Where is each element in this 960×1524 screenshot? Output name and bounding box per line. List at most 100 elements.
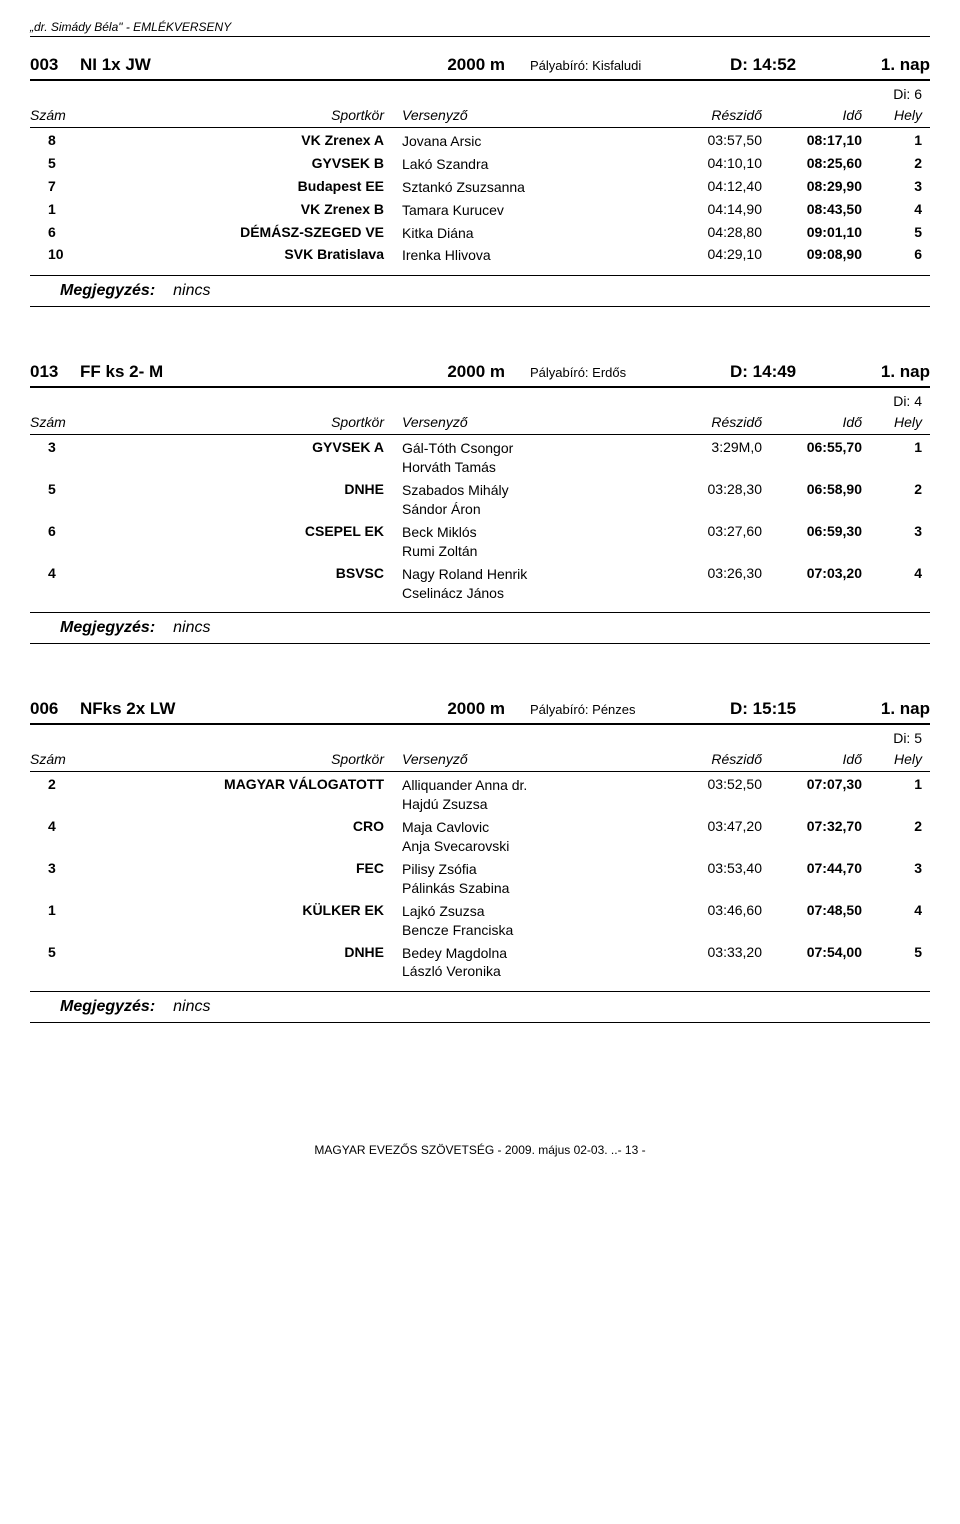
col-club: Sportkör [80, 414, 402, 430]
lane-number: 10 [30, 246, 80, 262]
place: 6 [862, 246, 930, 262]
place: 4 [862, 201, 930, 217]
event-number: 003 [30, 55, 80, 75]
athlete-name: Pilisy Zsófia [402, 860, 662, 879]
lane-number: 1 [30, 902, 80, 918]
lane-number: 7 [30, 178, 80, 194]
place: 1 [862, 439, 930, 455]
event-referee: Pályabíró: Erdős [530, 365, 730, 380]
final-time: 07:07,30 [762, 776, 862, 792]
result-row: 1VK Zrenex BTamara Kurucev04:14,9008:43,… [30, 197, 930, 220]
athlete-name: Hajdú Zsuzsa [402, 795, 662, 814]
event-day: 1. nap [850, 362, 930, 382]
split-time: 03:53,40 [662, 860, 762, 876]
athlete-name: Lakó Szandra [402, 155, 662, 174]
athlete-names: Gál-Tóth CsongorHorváth Tamás [402, 439, 662, 477]
club-name: GYVSEK A [80, 439, 402, 455]
athlete-name: Kitka Diána [402, 224, 662, 243]
athlete-names: Irenka Hlivova [402, 246, 662, 265]
place: 4 [862, 565, 930, 581]
event-start: D: 14:52 [730, 55, 850, 75]
result-row: 4CROMaja CavlovicAnja Svecarovski03:47,2… [30, 814, 930, 856]
col-name: Versenyző [402, 414, 662, 430]
final-time: 07:03,20 [762, 565, 862, 581]
athlete-name: Cselinácz János [402, 584, 662, 603]
result-row: 6DÉMÁSZ-SZEGED VEKitka Diána04:28,8009:0… [30, 220, 930, 243]
page-header: „dr. Simády Béla" - EMLÉKVERSENY [30, 20, 930, 37]
event-distance: 2000 m [375, 362, 530, 382]
result-row: 5DNHESzabados MihálySándor Áron03:28,300… [30, 477, 930, 519]
column-headers: SzámSportkörVersenyzőRészidőIdőHely [30, 105, 930, 128]
col-place: Hely [862, 107, 930, 123]
place: 1 [862, 132, 930, 148]
lane-number: 2 [30, 776, 80, 792]
athlete-names: Lakó Szandra [402, 155, 662, 174]
result-row: 2MAGYAR VÁLOGATOTTAlliquander Anna dr.Ha… [30, 772, 930, 814]
note-row: Megjegyzés:nincs [30, 612, 930, 644]
athlete-names: Kitka Diána [402, 224, 662, 243]
split-time: 04:12,40 [662, 178, 762, 194]
event-day: 1. nap [850, 699, 930, 719]
event-header: 003NI 1x JW2000 mPályabíró: KisfaludiD: … [30, 55, 930, 81]
club-name: GYVSEK B [80, 155, 402, 171]
lane-number: 6 [30, 224, 80, 240]
athlete-names: Lajkó ZsuzsaBencze Franciska [402, 902, 662, 940]
final-time: 08:43,50 [762, 201, 862, 217]
result-row: 1KÜLKER EKLajkó ZsuzsaBencze Franciska03… [30, 898, 930, 940]
event-distance: 2000 m [375, 699, 530, 719]
col-time: Idő [762, 751, 862, 767]
event-day: 1. nap [850, 55, 930, 75]
event-referee: Pályabíró: Kisfaludi [530, 58, 730, 73]
place: 5 [862, 224, 930, 240]
place: 4 [862, 902, 930, 918]
event-number: 006 [30, 699, 80, 719]
athlete-names: Bedey MagdolnaLászló Veronika [402, 944, 662, 982]
lane-number: 3 [30, 860, 80, 876]
column-headers: SzámSportkörVersenyzőRészidőIdőHely [30, 412, 930, 435]
final-time: 07:44,70 [762, 860, 862, 876]
athlete-names: Beck MiklósRumi Zoltán [402, 523, 662, 561]
athlete-names: Pilisy ZsófiaPálinkás Szabina [402, 860, 662, 898]
col-split: Részidő [662, 751, 762, 767]
athlete-names: Jovana Arsic [402, 132, 662, 151]
note-label: Megjegyzés: [60, 282, 155, 299]
athlete-names: Nagy Roland HenrikCselinácz János [402, 565, 662, 603]
club-name: CSEPEL EK [80, 523, 402, 539]
note-label: Megjegyzés: [60, 619, 155, 636]
split-time: 03:46,60 [662, 902, 762, 918]
lane-number: 4 [30, 565, 80, 581]
event-di: Di: 5 [30, 727, 930, 749]
lane-number: 4 [30, 818, 80, 834]
athlete-names: Tamara Kurucev [402, 201, 662, 220]
club-name: SVK Bratislava [80, 246, 402, 262]
note-value: nincs [173, 282, 210, 299]
athlete-name: Lajkó Zsuzsa [402, 902, 662, 921]
athlete-name: Bencze Franciska [402, 921, 662, 940]
split-time: 03:47,20 [662, 818, 762, 834]
club-name: CRO [80, 818, 402, 834]
note-value: nincs [173, 998, 210, 1015]
col-club: Sportkör [80, 107, 402, 123]
final-time: 09:08,90 [762, 246, 862, 262]
athlete-name: Bedey Magdolna [402, 944, 662, 963]
athlete-name: Irenka Hlivova [402, 246, 662, 265]
club-name: MAGYAR VÁLOGATOTT [80, 776, 402, 792]
final-time: 06:58,90 [762, 481, 862, 497]
athlete-names: Maja CavlovicAnja Svecarovski [402, 818, 662, 856]
split-time: 04:28,80 [662, 224, 762, 240]
split-time: 04:14,90 [662, 201, 762, 217]
col-split: Részidő [662, 107, 762, 123]
event-block: 006NFks 2x LW2000 mPályabíró: PénzesD: 1… [30, 699, 930, 1023]
athlete-name: László Veronika [402, 962, 662, 981]
event-di: Di: 6 [30, 83, 930, 105]
event-block: 003NI 1x JW2000 mPályabíró: KisfaludiD: … [30, 55, 930, 307]
event-di: Di: 4 [30, 390, 930, 412]
lane-number: 5 [30, 944, 80, 960]
lane-number: 1 [30, 201, 80, 217]
club-name: DNHE [80, 481, 402, 497]
event-start: D: 14:49 [730, 362, 850, 382]
place: 5 [862, 944, 930, 960]
final-time: 06:59,30 [762, 523, 862, 539]
lane-number: 5 [30, 155, 80, 171]
split-time: 03:26,30 [662, 565, 762, 581]
